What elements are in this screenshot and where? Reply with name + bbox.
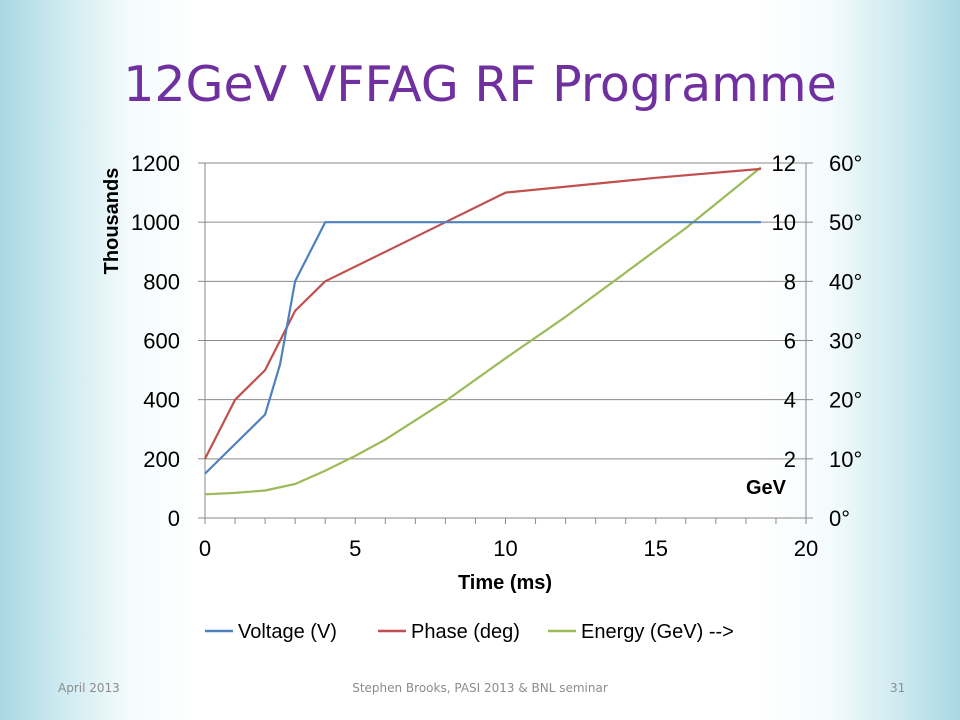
- y2-tick-label: 10: [772, 210, 796, 235]
- footer-presenter: Stephen Brooks, PASI 2013 & BNL seminar: [352, 681, 608, 695]
- x-tick-label: 15: [644, 536, 668, 561]
- y3-tick-label: 60°: [829, 151, 862, 176]
- x-axis: 0 5 10 15 20: [199, 517, 818, 561]
- series-line-phase-deg: [204, 167, 761, 460]
- legend-label: Energy (GeV) -->: [581, 621, 734, 643]
- x-tick-label: 5: [349, 536, 361, 561]
- gridlines: [205, 162, 807, 519]
- y2-unit-label: GeV: [746, 477, 787, 499]
- y-axis-title: Thousands: [101, 168, 123, 275]
- series-line-energy-gev: [204, 166, 762, 496]
- legend-label: Phase (deg): [411, 621, 520, 643]
- y3-tick-label: 30°: [829, 329, 862, 354]
- legend: Voltage (V) Phase (deg) Energy (GeV) -->: [205, 621, 734, 643]
- x-tick-label: 10: [493, 536, 517, 561]
- y-axis-phase: 0° 10° 20° 30° 40° 50° 60°: [806, 151, 862, 531]
- y3-tick-label: 20°: [829, 388, 862, 413]
- y2-tick-label: 12: [772, 151, 796, 176]
- series-line-voltage-v: [204, 221, 761, 475]
- y-tick-label: 1200: [131, 151, 180, 176]
- y3-tick-label: 40°: [829, 269, 862, 294]
- footer-page-number: 31: [890, 681, 906, 695]
- x-tick-label: 20: [794, 536, 818, 561]
- plot-series: [204, 166, 762, 496]
- legend-label: Voltage (V): [238, 621, 337, 643]
- y3-tick-label: 0°: [829, 506, 850, 531]
- y-tick-label: 400: [143, 388, 180, 413]
- y-tick-label: 0: [168, 506, 180, 531]
- y2-tick-label: 4: [784, 388, 796, 413]
- x-tick-label: 0: [199, 536, 211, 561]
- y-tick-label: 200: [143, 447, 180, 472]
- y-tick-label: 1000: [131, 210, 180, 235]
- slide-title: 12GeV VFFAG RF Programme: [123, 56, 837, 113]
- y2-tick-label: 6: [784, 329, 796, 354]
- x-axis-title: Time (ms): [458, 572, 552, 594]
- y-tick-label: 600: [143, 329, 180, 354]
- y3-tick-label: 10°: [829, 447, 862, 472]
- y-axis-left: 0 200 400 600 800 1000 1200: [131, 151, 206, 531]
- y-tick-label: 800: [143, 269, 180, 294]
- y2-tick-label: 2: [784, 447, 796, 472]
- y3-tick-label: 50°: [829, 210, 862, 235]
- y2-tick-label: 8: [784, 269, 796, 294]
- footer-date: April 2013: [58, 681, 120, 695]
- y-axis-energy: 2 4 6 8 10 12: [772, 151, 796, 472]
